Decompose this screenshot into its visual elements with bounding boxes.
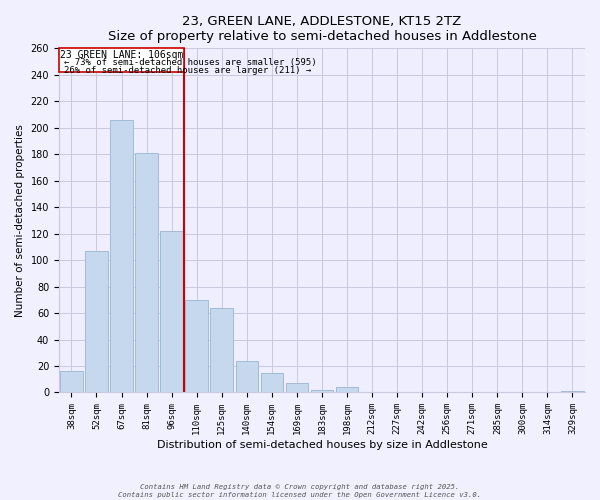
Text: ← 73% of semi-detached houses are smaller (595): ← 73% of semi-detached houses are smalle… — [64, 58, 317, 66]
Title: 23, GREEN LANE, ADDLESTONE, KT15 2TZ
Size of property relative to semi-detached : 23, GREEN LANE, ADDLESTONE, KT15 2TZ Siz… — [107, 15, 536, 43]
Bar — [260, 372, 283, 392]
FancyBboxPatch shape — [59, 48, 184, 72]
Bar — [85, 251, 108, 392]
Bar — [336, 387, 358, 392]
Bar — [311, 390, 333, 392]
X-axis label: Distribution of semi-detached houses by size in Addlestone: Distribution of semi-detached houses by … — [157, 440, 487, 450]
Bar — [185, 300, 208, 392]
Bar — [160, 231, 183, 392]
Y-axis label: Number of semi-detached properties: Number of semi-detached properties — [15, 124, 25, 317]
Bar — [60, 372, 83, 392]
Bar — [286, 383, 308, 392]
Text: 26% of semi-detached houses are larger (211) →: 26% of semi-detached houses are larger (… — [64, 66, 311, 74]
Bar — [561, 391, 584, 392]
Text: Contains HM Land Registry data © Crown copyright and database right 2025.
Contai: Contains HM Land Registry data © Crown c… — [118, 484, 482, 498]
Bar — [211, 308, 233, 392]
Bar — [236, 360, 258, 392]
Bar — [136, 153, 158, 392]
Bar — [110, 120, 133, 392]
Text: 23 GREEN LANE: 106sqm: 23 GREEN LANE: 106sqm — [60, 50, 183, 60]
